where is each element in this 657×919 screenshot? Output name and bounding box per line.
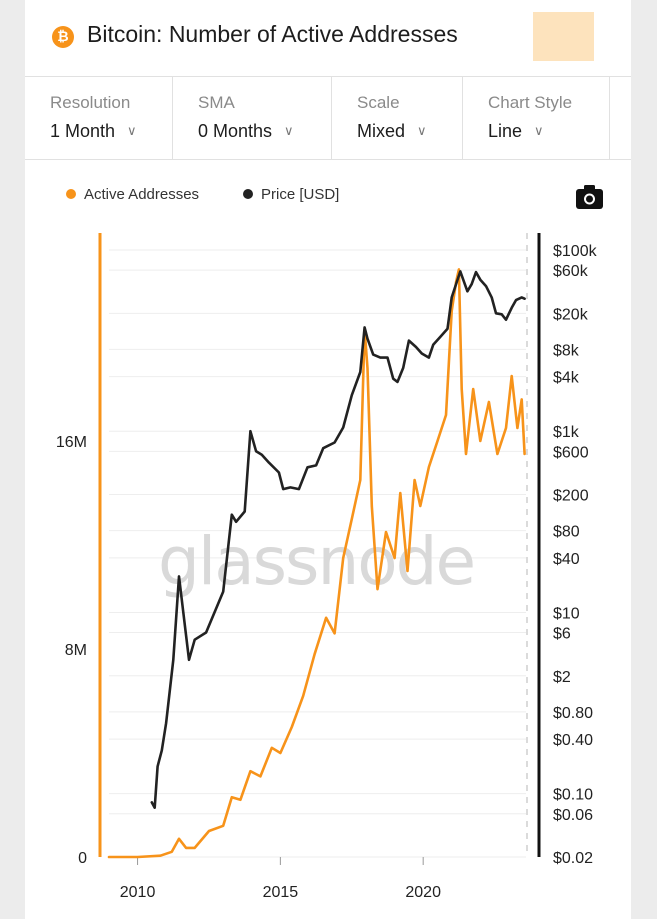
chevron-down-icon: ∨ (534, 124, 544, 139)
left-tick-label: 0 (78, 850, 87, 867)
right-tick-label: $20k (553, 306, 589, 323)
right-tick-label: $0.80 (553, 705, 593, 722)
chart-style-value[interactable]: Line ∨ (488, 121, 544, 141)
scale-dropdown[interactable]: Scale Mixed ∨ (332, 77, 463, 159)
right-tick-label: $4k (553, 370, 580, 387)
sma-value[interactable]: 0 Months ∨ (198, 121, 294, 141)
legend-label: Active Addresses (84, 186, 200, 203)
page-title: Bitcoin: Number of Active Addresses (87, 21, 458, 47)
right-tick-label: $60k (553, 263, 589, 280)
x-tick-label: 2020 (405, 884, 441, 901)
right-tick-label: $200 (553, 488, 589, 505)
grid-lines (109, 233, 528, 858)
x-tick-label: 2010 (120, 884, 156, 901)
legend-label: Price [USD] (261, 186, 340, 203)
x-axis: 2010 2015 2020 (120, 857, 441, 901)
chart-style-dropdown[interactable]: Chart Style Line ∨ (463, 77, 610, 159)
chevron-down-icon: ∨ (417, 124, 427, 139)
scale-label: Scale (357, 93, 400, 112)
series-line-active-addresses (107, 268, 526, 859)
chevron-down-icon: ∨ (284, 124, 294, 139)
scale-value[interactable]: Mixed ∨ (357, 121, 427, 141)
right-tick-label: $0.06 (553, 807, 593, 824)
chart-card: ₿ Bitcoin: Number of Active Addresses Re… (25, 0, 631, 919)
right-tick-label: $600 (553, 444, 589, 461)
right-tick-label: $0.40 (553, 732, 593, 749)
legend-dot-icon (243, 189, 253, 199)
chevron-down-icon: ∨ (127, 124, 137, 139)
sma-dropdown[interactable]: SMA 0 Months ∨ (173, 77, 332, 159)
legend-item-price[interactable]: Price [USD] (243, 186, 339, 203)
left-tick-label: 8M (65, 642, 87, 659)
chart-header: ₿ Bitcoin: Number of Active Addresses (25, 0, 631, 77)
legend-item-active-addresses[interactable]: Active Addresses (66, 186, 199, 203)
resolution-label: Resolution (50, 93, 131, 112)
watermark: glassnode (158, 523, 474, 600)
right-tick-label: $80 (553, 524, 580, 541)
left-tick-label: 16M (56, 434, 87, 451)
right-tick-label: $8k (553, 342, 580, 359)
left-axis: 0 8M 16M (56, 233, 102, 867)
right-tick-label: $40 (553, 551, 580, 568)
chart-style-label: Chart Style (488, 93, 573, 112)
sma-label: SMA (198, 93, 235, 112)
right-tick-label: $2 (553, 669, 571, 686)
x-tick-label: 2015 (263, 884, 299, 901)
legend-dot-icon (66, 189, 76, 199)
right-tick-label: $6 (553, 626, 571, 643)
right-tick-label: $100k (553, 243, 598, 260)
right-tick-label: $0.02 (553, 850, 593, 867)
right-tick-label: $0.10 (553, 787, 593, 804)
right-tick-label: $10 (553, 605, 580, 622)
resolution-value[interactable]: 1 Month ∨ (50, 121, 137, 141)
right-axis: $100k $60k $20k $8k $4k $1k $600 $200 $80 $40 $10 $… (537, 233, 598, 867)
series-line-price-usd- (150, 270, 526, 810)
right-tick-label: $1k (553, 424, 580, 441)
camera-icon[interactable] (576, 185, 603, 209)
resolution-dropdown[interactable]: Resolution 1 Month ∨ (25, 77, 173, 159)
chart-controls: Resolution 1 Month ∨ SMA 0 Months ∨ Scale … (25, 77, 631, 160)
bitcoin-icon: ₿ (52, 26, 74, 48)
color-swatch[interactable] (533, 12, 594, 61)
series-lines (107, 268, 526, 859)
